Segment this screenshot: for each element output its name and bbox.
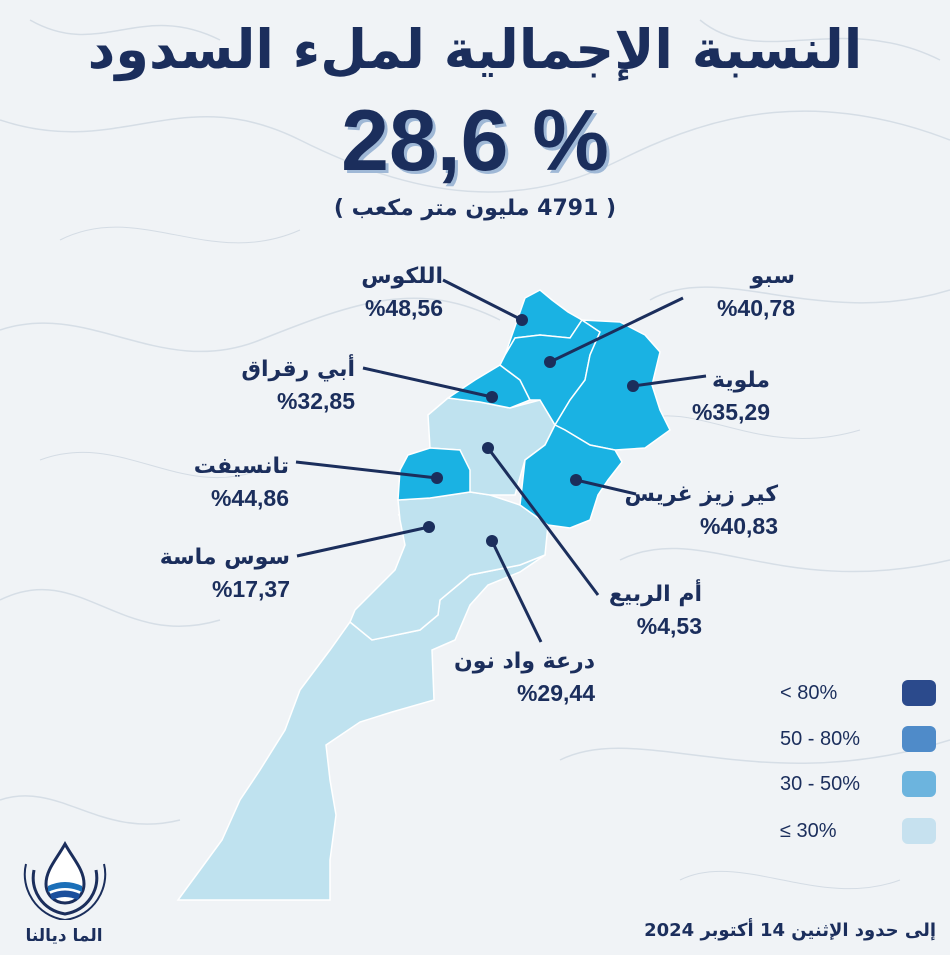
legend-item: 50 - 80%: [770, 726, 940, 756]
total-fill-rate: 28,6 %: [341, 93, 609, 189]
legend-swatch: [902, 771, 936, 797]
basin-label-moulouya: ملوية %35,29: [691, 368, 770, 425]
legend-swatch: [902, 726, 936, 752]
legend-item: 30 - 50%: [770, 771, 940, 801]
legend-item: < 80%: [770, 680, 940, 710]
legend-swatch: [902, 680, 936, 706]
water-drop-hands-icon: [23, 840, 107, 920]
date-stamp: إلى حدود الإثنين 14 أكتوبر 2024: [644, 920, 936, 941]
basin-label-sebou: سبو %40,78: [716, 264, 795, 321]
map-region-souss-draa: [349, 491, 549, 641]
page-title: النسبة الإجمالية لملء السدود: [87, 18, 863, 81]
basin-label-guir-ziz-ghris: كير زيز غريس %40,83: [624, 482, 778, 539]
basin-label-loukkos: اللكوس %48,56: [361, 264, 443, 321]
basin-label-souss-massa: سوس ماسة %17,37: [159, 545, 290, 602]
basin-label-tensift: تانسيفت %44,86: [193, 454, 289, 511]
basin-label-oum-er-rbia: أم الربيع %4,53: [608, 582, 702, 639]
legend-swatch: [902, 818, 936, 844]
total-volume: ( 4791 مليون متر مكعب ): [333, 196, 617, 221]
legend-item: ≤ 30%: [770, 818, 940, 848]
basin-label-bouregreg: أبي رقراق %32,85: [241, 357, 355, 414]
brand-name: الما ديالنا: [25, 926, 103, 946]
basin-label-draa-oued-noun: درعة واد نون %29,44: [454, 649, 595, 706]
